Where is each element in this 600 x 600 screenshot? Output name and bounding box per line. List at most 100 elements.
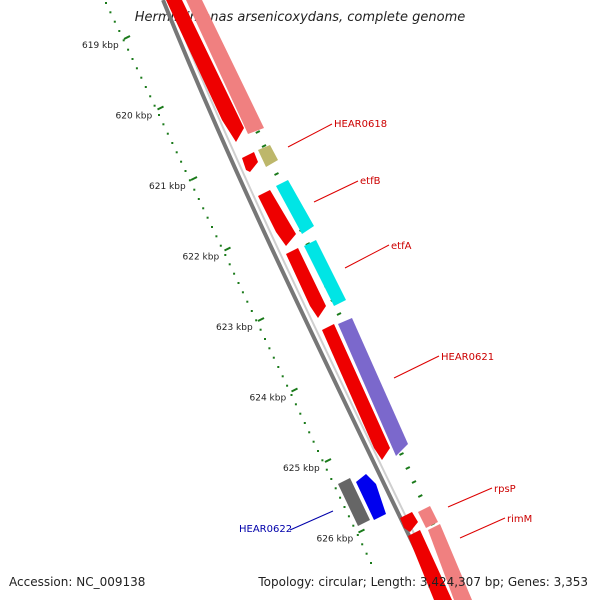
gene-block-bottom-light[interactable] — [428, 524, 472, 600]
gene-block-bottom-red[interactable] — [408, 530, 452, 600]
scale-dot — [334, 487, 337, 490]
gene-block-hear0617[interactable] — [166, 0, 244, 142]
scale-dot — [206, 216, 209, 219]
scale-dot — [180, 160, 183, 163]
scale-dot — [268, 347, 271, 350]
scale-label: 626 kbp — [317, 535, 354, 545]
scale-label: 625 kbp — [283, 464, 320, 474]
gene-label-etfa[interactable]: etfA — [391, 241, 412, 252]
scale-dot — [259, 328, 262, 331]
scale-label: 620 kbp — [116, 112, 153, 122]
scale-dot — [228, 263, 231, 266]
scale-dot — [343, 506, 346, 508]
scale-label: 623 kbp — [216, 323, 253, 333]
scale-dot — [144, 86, 147, 88]
scale-label: 624 kbp — [250, 394, 287, 404]
scale-dot — [299, 412, 302, 415]
scale-dot — [370, 562, 372, 564]
genome-backbone — [161, 0, 442, 600]
gene-block-hear0622[interactable] — [356, 474, 386, 520]
scale-dot — [127, 48, 130, 51]
gene-block-rpsp[interactable] — [400, 512, 418, 532]
scale-dot — [250, 310, 253, 312]
scale-dot — [131, 58, 134, 60]
scale-major-tick — [358, 528, 365, 534]
scale-dot — [317, 450, 319, 452]
scale-dot — [325, 468, 328, 471]
scale-major-tick — [257, 317, 265, 322]
scale-dot — [255, 319, 258, 322]
scale-major-tick — [324, 458, 332, 463]
gene-block-rimm-light[interactable] — [418, 506, 438, 528]
outer-tick — [255, 130, 261, 134]
scale-dot — [277, 366, 280, 368]
scale-dot — [140, 76, 143, 79]
scale-dot — [330, 478, 333, 480]
gene-label-hear0622[interactable]: HEAR0622 — [239, 524, 292, 535]
outer-tick — [399, 452, 404, 456]
scale-dot — [113, 20, 116, 23]
scale-dot — [352, 524, 355, 527]
scale-dot — [241, 291, 244, 294]
gene-block-hear0617-light[interactable] — [186, 0, 264, 134]
gene-label-rimm[interactable]: rimM — [507, 514, 532, 525]
scale-dot — [184, 170, 187, 172]
scale-dot — [149, 95, 152, 98]
gene-block-etfa-red[interactable] — [286, 248, 326, 318]
outer-tick — [336, 312, 342, 316]
scale-dot — [281, 375, 284, 378]
scale-dot — [264, 338, 266, 340]
scale-dot — [197, 198, 200, 200]
genome-backbone-highlight — [168, 0, 447, 600]
scale-major-tick — [291, 387, 298, 393]
outer-tick — [305, 242, 311, 246]
scale-dot — [286, 384, 289, 387]
scale-dot — [188, 179, 191, 182]
scale-dot — [105, 2, 107, 4]
gene-block-etfa[interactable] — [304, 240, 346, 306]
gene-label-etfb[interactable]: etfB — [360, 176, 381, 187]
scale-dot — [193, 188, 196, 191]
gene-block-etfb-red[interactable] — [258, 190, 296, 246]
gene-block-etfb[interactable] — [276, 180, 314, 234]
scale-dot — [294, 403, 297, 406]
scale-dot — [171, 142, 174, 144]
gene-block-rna-grey[interactable] — [338, 478, 370, 526]
gene-block-hear0618[interactable] — [242, 152, 258, 172]
label-leaders — [287, 123, 506, 539]
scale-dot — [202, 207, 205, 210]
scale-dot — [246, 300, 249, 303]
scale-dot — [356, 534, 359, 536]
scale-major-tick — [190, 176, 198, 181]
scale-dotted-line — [105, 2, 372, 564]
scale-dot — [219, 244, 222, 247]
gene-labels: HEAR0618 etfB etfA HEAR0621 rpsP rimM HE… — [239, 119, 532, 535]
gene-label-rpsp[interactable]: rpsP — [494, 484, 516, 495]
scale-dot — [303, 422, 306, 424]
scale-dot — [162, 123, 165, 126]
scale-dot — [233, 272, 236, 275]
gene-block-hear0620-red[interactable] — [322, 324, 390, 460]
outer-tick — [411, 480, 417, 484]
accession-text: Accession: NC_009138 — [9, 575, 146, 589]
scale-dot — [135, 67, 138, 70]
scale-dot — [237, 282, 240, 284]
scale-dot — [361, 543, 364, 546]
gene-block-hear0618-small[interactable] — [258, 145, 278, 167]
scale-dot — [272, 356, 275, 359]
scale-label: 619 kbp — [82, 41, 119, 51]
scale-dot — [224, 254, 227, 256]
genome-summary-text: Topology: circular; Length: 3,424,307 bp… — [258, 575, 588, 589]
scale-dot — [347, 515, 350, 518]
outer-tick — [274, 172, 279, 176]
scale-dot — [118, 30, 121, 32]
map-title: Herminiimonas arsenicoxydans, complete g… — [134, 10, 466, 25]
gene-block-hear0621[interactable] — [338, 318, 408, 456]
scale-major-tick — [224, 246, 231, 252]
gene-label-hear0621[interactable]: HEAR0621 — [441, 352, 494, 363]
gene-blocks — [166, 0, 472, 600]
scale-label: 621 kbp — [149, 182, 186, 192]
scale-labels: 619 kbp 620 kbp 621 kbp 622 kbp 623 kbp 624 k… — [82, 35, 365, 545]
gene-label-hear0618[interactable]: HEAR0618 — [334, 119, 387, 130]
